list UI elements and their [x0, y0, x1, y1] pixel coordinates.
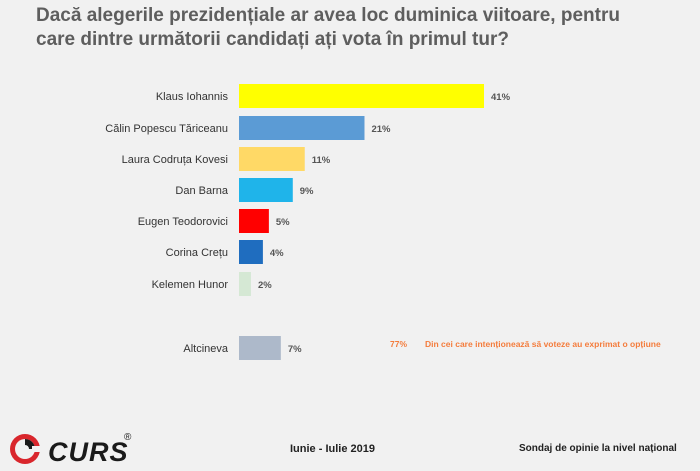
value-label: 4% [270, 248, 284, 259]
value-label: 11% [312, 155, 331, 166]
category-label: Corina Crețu [166, 247, 228, 259]
bar [239, 336, 281, 360]
curs-logo: CURS ® [8, 432, 138, 468]
category-label: Kelemen Hunor [152, 279, 229, 291]
bar [239, 178, 293, 202]
value-label: 9% [300, 186, 314, 197]
bar [239, 209, 269, 233]
logo-icon [10, 434, 42, 464]
bar [239, 240, 263, 264]
bar [239, 272, 251, 296]
chart-title: Dacă alegerile prezidențiale ar avea loc… [36, 4, 676, 52]
logo-registered-mark: ® [124, 432, 132, 443]
bar-chart: Klaus Iohannis 41% Călin Popescu Tăriceanu… [105, 84, 661, 360]
value-label: 7% [288, 344, 302, 355]
annotation-value: 77% [390, 339, 407, 349]
logo-text: CURS [48, 437, 129, 467]
bars-group: Klaus Iohannis 41% Călin Popescu Tăriceanu… [105, 84, 511, 360]
title-line-2: care dintre următorii candidați ați vota… [36, 29, 509, 50]
category-label: Altcineva [183, 343, 229, 355]
category-label: Laura Codruța Kovesi [122, 154, 228, 166]
survey-period: Iunie - Iulie 2019 [290, 443, 375, 455]
category-label: Dan Barna [175, 185, 228, 197]
title-line-1: Dacă alegerile prezidențiale ar avea loc… [36, 5, 620, 26]
bar [239, 84, 484, 108]
value-label: 41% [491, 92, 511, 103]
survey-note: Sondaj de opinie la nivel național [519, 443, 677, 454]
value-label: 5% [276, 217, 290, 228]
bar [239, 147, 305, 171]
value-label: 2% [258, 280, 272, 291]
value-label: 21% [371, 124, 391, 135]
annotation-text: Din cei care intenționează să voteze au … [425, 339, 661, 349]
category-label: Eugen Teodorovici [138, 216, 228, 228]
category-label: Călin Popescu Tăriceanu [105, 123, 228, 135]
bar [239, 116, 365, 140]
category-label: Klaus Iohannis [156, 91, 229, 103]
